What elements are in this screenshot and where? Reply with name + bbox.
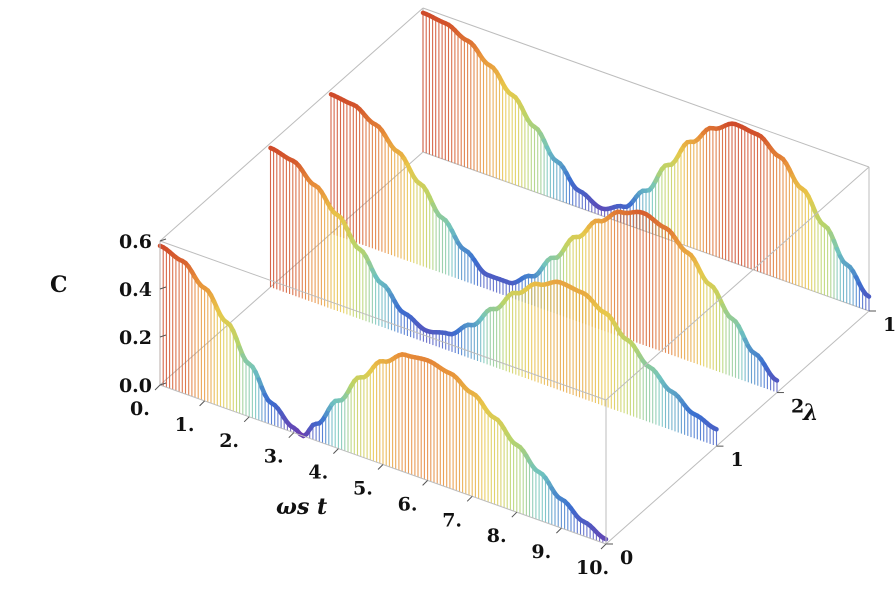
y-tick-label: 1: [731, 449, 744, 471]
series-line-segment: [711, 425, 719, 432]
x-tick-mark: [422, 480, 428, 486]
z-tick-label: 0.2: [119, 327, 152, 349]
x-tick-label: 2.: [219, 430, 239, 452]
ribbon-λ=0: [157, 243, 609, 544]
series-line-segment: [771, 376, 780, 383]
bounding-box-front: [159, 166, 870, 545]
x-tick-label: 0.: [130, 398, 150, 420]
ribbon-series-group: [157, 10, 872, 544]
x-tick-mark: [199, 400, 205, 407]
x-tick-mark: [333, 448, 339, 454]
x-tick-label: 4.: [308, 462, 328, 484]
bounding-box-back: [159, 7, 870, 386]
x-tick-mark: [466, 495, 473, 502]
x-tick-mark: [288, 432, 295, 439]
x-tick-label: 1.: [175, 414, 195, 436]
x-tick-label: 9.: [531, 541, 551, 563]
ribbon-λ=1: [268, 145, 719, 447]
ribbon-λ=2: [328, 92, 780, 393]
z-tick-label: 0.0: [119, 375, 152, 397]
ribbon-λ=10: [420, 10, 872, 311]
y-tick-label: 0: [620, 547, 633, 569]
x-tick-mark: [154, 384, 161, 391]
x-axis-label: ωs t: [276, 494, 327, 520]
series-line-segment: [600, 535, 609, 542]
box-edge: [422, 7, 870, 168]
z-tick-mark: [159, 382, 167, 386]
tick-labels: 0. 1. 2. 3. 4. 5. 6. 7. 8. 9. 10. 0.0 0.2 0.4 0.6 0 1 2 10: [119, 231, 896, 579]
z-tick-label: 0.4: [119, 279, 152, 301]
box-edge: [605, 166, 870, 401]
series-line-segment: [863, 292, 872, 299]
y-tick-label: 10: [883, 314, 896, 336]
x-tick-label: 3.: [264, 446, 284, 468]
x-tick-label: 7.: [442, 509, 462, 531]
y-tick-label: 2: [791, 396, 804, 418]
x-tick-label: 10.: [576, 557, 609, 579]
x-tick-label: 5.: [353, 478, 373, 500]
box-edge: [159, 7, 424, 242]
z-tick-mark: [159, 238, 167, 242]
z-tick-mark: [159, 286, 167, 290]
z-axis-label: C: [50, 272, 68, 298]
x-tick-label: 8.: [487, 525, 507, 547]
x-tick-mark: [243, 416, 250, 423]
box-edge: [159, 151, 424, 386]
x-tick-mark: [556, 527, 562, 534]
z-tick-mark: [159, 334, 167, 338]
x-tick-mark: [600, 543, 607, 550]
box-edge: [159, 240, 607, 401]
x-tick-mark: [377, 464, 384, 470]
z-tick-label: 0.6: [119, 231, 152, 253]
x-tick-label: 6.: [398, 493, 418, 515]
x-tick-mark: [511, 511, 518, 518]
box-edge: [605, 310, 870, 545]
y-axis-label: λ: [802, 400, 818, 426]
